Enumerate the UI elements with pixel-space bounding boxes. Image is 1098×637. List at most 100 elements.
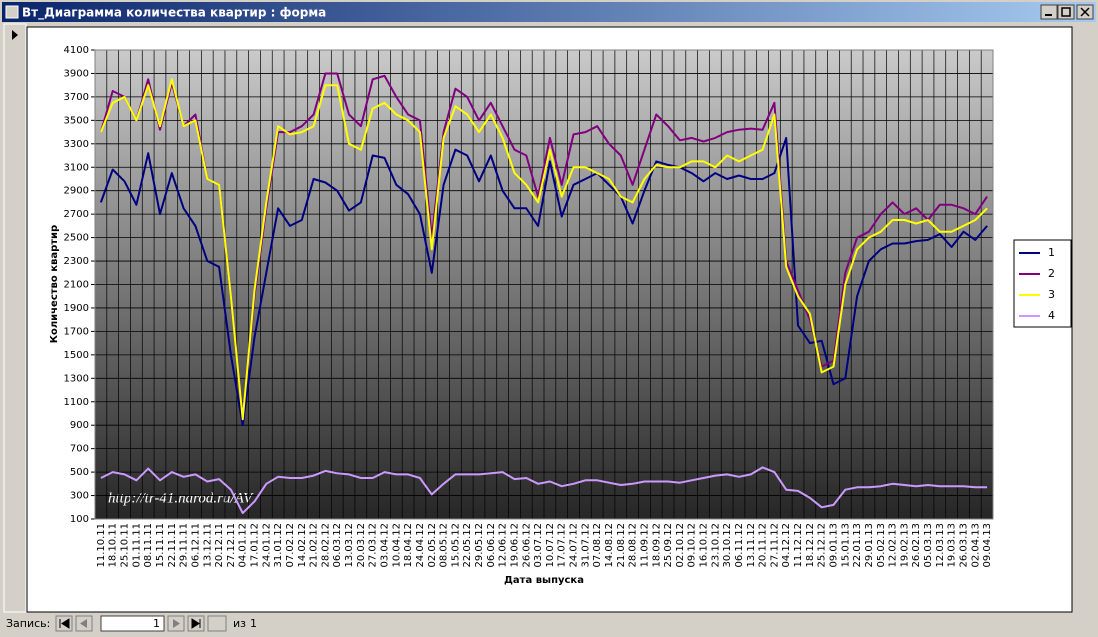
series-line [99,136,988,427]
record-pointer [12,30,18,40]
x-tick-label: 06.06.12 [486,523,497,568]
x-tick-label: 05.02.13 [876,523,887,568]
x-tick-label: 28.02.12 [320,523,331,568]
maximize-icon [1061,7,1071,17]
close-icon [1080,7,1090,17]
new-record-button[interactable] [207,615,227,632]
x-tick-label: 13.11.12 [746,523,757,568]
x-tick-label: 25.09.12 [663,523,674,568]
record-input[interactable] [100,615,165,632]
y-tick-label: 900 [70,420,89,431]
x-tick-label: 29.01.13 [864,523,875,568]
x-tick-label: 31.07.12 [580,523,591,568]
record-total: 1 [250,617,257,630]
status-bar [0,614,1098,637]
x-tick-label: 02.10.12 [675,523,686,568]
x-tick-label: 19.06.12 [509,523,520,568]
x-tick-label: 25.12.12 [817,523,828,568]
x-tick-label: 30.10.12 [722,523,733,568]
x-tick-label: 29.05.12 [474,523,485,568]
y-tick-label: 1300 [64,373,89,384]
plot-border [94,49,994,520]
x-tick-label: 28.08.12 [628,523,639,568]
y-tick-label: 4100 [64,45,89,56]
minimize-button[interactable] [1040,4,1058,20]
y-tick-label: 3500 [64,115,89,126]
x-tick-label: 03.07.12 [533,523,544,568]
x-tick-label: 18.04.12 [403,523,414,568]
y-tick-label: 2900 [64,186,89,197]
x-tick-label: 08.11.11 [143,523,154,568]
x-tick-label: 04.12.12 [781,523,792,568]
x-tick-label: 17.01.12 [250,523,261,568]
x-tick-label: 26.03.13 [958,523,969,568]
x-tick-label: 13.12.11 [202,523,213,568]
prev-icon [80,619,87,628]
first-icon [59,618,70,629]
legend-label: 2 [1048,267,1055,280]
watermark: http://tr-41.narod.ru/AV [108,490,254,506]
x-tick-label: 12.03.13 [935,523,946,568]
x-tick-label: 09.10.12 [687,523,698,568]
x-tick-label: 11.09.12 [639,523,650,568]
x-tick-label: 09.04.13 [982,523,993,568]
x-tick-label: 02.05.12 [427,523,438,568]
x-tick-label: 16.10.12 [699,523,710,568]
y-tick-label: 300 [70,491,89,502]
y-tick-label: 2300 [64,256,89,267]
x-tick-label: 06.12.11 [190,523,201,568]
record-label: Запись: [6,617,50,630]
x-tick-label: 24.04.12 [415,523,426,568]
x-tick-label: 18.10.11 [108,523,119,568]
y-tick-label: 3100 [64,162,89,173]
x-tick-label: 13.03.12 [344,523,355,568]
series-line [100,466,988,515]
record-of-label: из [233,617,246,630]
series-line [99,78,988,421]
x-tick-label: 05.03.13 [923,523,934,568]
x-tick-label: 01.11.11 [131,523,142,568]
legend-label: 3 [1048,288,1055,301]
y-tick-label: 1100 [64,397,89,408]
x-tick-label: 24.07.12 [569,523,580,568]
window-buttons[interactable] [1040,4,1094,20]
x-tick-label: 23.10.12 [710,523,721,568]
x-tick-label: 20.12.11 [214,523,225,568]
x-tick-label: 18.09.12 [651,523,662,568]
x-tick-label: 14.02.12 [297,523,308,568]
x-tick-label: 27.12.11 [226,523,237,568]
x-tick-label: 14.08.12 [604,523,615,568]
x-tick-label: 03.04.12 [379,523,390,568]
x-tick-label: 27.11.12 [769,523,780,568]
x-tick-label: 26.06.12 [521,523,532,568]
x-tick-label: 22.11.11 [167,523,178,568]
y-tick-label: 500 [70,467,89,478]
x-tick-label: 15.01.13 [840,523,851,568]
x-tick-label: 15.05.12 [450,523,461,568]
window-title: Вт_Диаграмма количества квартир : форма [22,6,326,21]
y-tick-label: 2100 [64,280,89,291]
y-tick-label: 2700 [64,209,89,220]
title-bar [2,2,1096,22]
x-tick-label: 10.07.12 [545,523,556,568]
x-tick-label: 11.12.12 [793,523,804,568]
y-tick-label: 100 [70,514,89,525]
x-tick-label: 21.08.12 [616,523,627,568]
y-tick-label: 1500 [64,350,89,361]
maximize-button[interactable] [1057,4,1075,20]
x-tick-label: 04.01.12 [238,523,249,568]
x-tick-label: 07.08.12 [592,523,603,568]
x-tick-label: 22.01.13 [852,523,863,568]
y-tick-label: 700 [70,444,89,455]
x-tick-label: 07.02.12 [285,523,296,568]
x-tick-label: 20.11.12 [758,523,769,568]
x-tick-label: 25.10.11 [120,523,131,568]
x-tick-label: 10.04.12 [391,523,402,568]
x-tick-label: 26.02.13 [911,523,922,568]
form-icon [5,5,19,19]
legend [1013,239,1072,328]
x-tick-label: 08.05.12 [439,523,450,568]
record-selector[interactable] [3,23,27,613]
x-tick-label: 17.07.12 [557,523,568,568]
